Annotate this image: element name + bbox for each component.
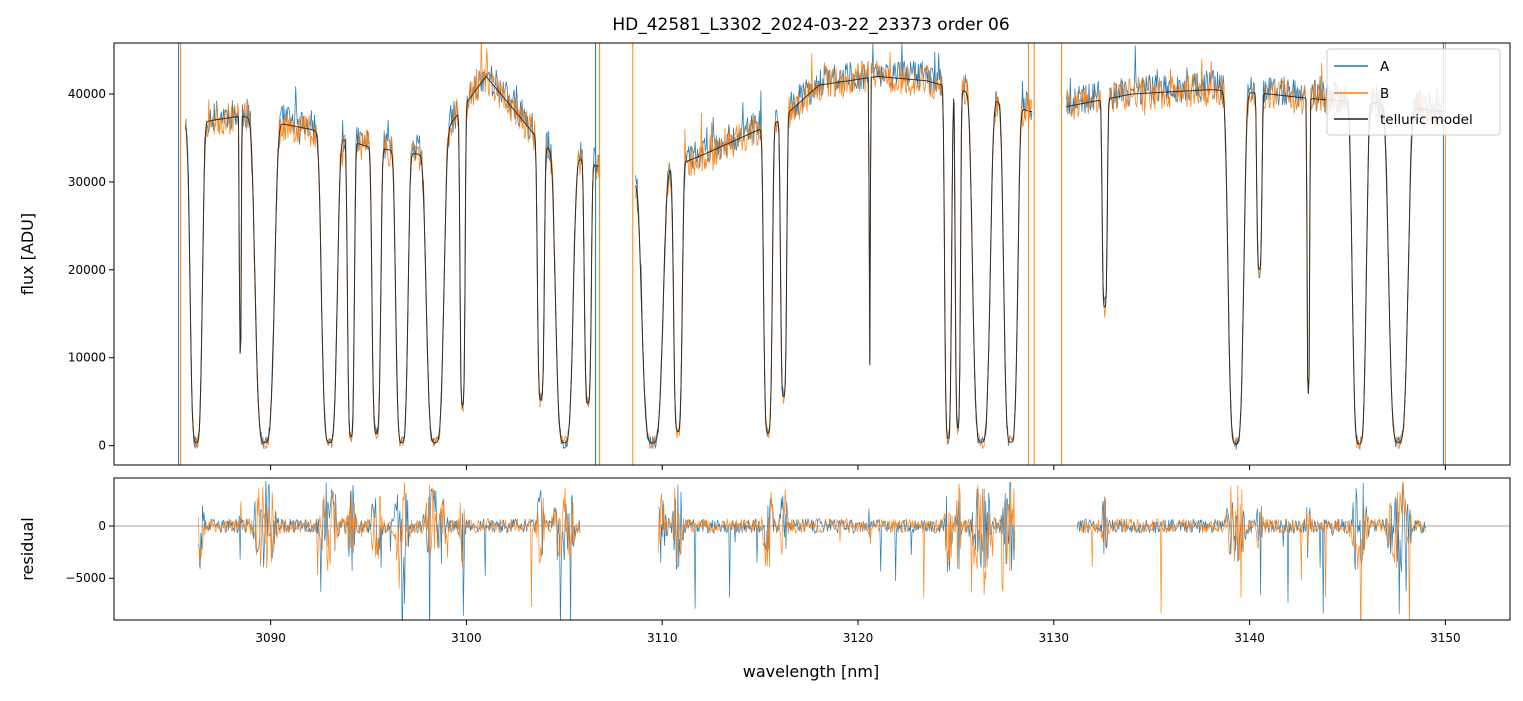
flux-y-axis-label: flux [ADU] <box>18 213 37 295</box>
residual-y-ticks: −5000 0 <box>65 519 114 585</box>
flux-y-ticks: 0 10000 20000 30000 40000 <box>68 87 114 453</box>
flux-y-tick-label-0: 0 <box>98 439 106 453</box>
flux-x-ticks <box>270 465 1446 470</box>
legend-label-b: B <box>1380 86 1389 102</box>
residual-y-tick-label-0: −5000 <box>65 571 106 585</box>
flux-panel: 0 10000 20000 30000 40000 flux [ADU] A B tel… <box>18 42 1511 470</box>
flux-y-tick-label-1: 10000 <box>68 351 106 365</box>
flux-y-tick-label-3: 30000 <box>68 175 106 189</box>
legend-label-telluric: telluric model <box>1380 112 1473 128</box>
chart-legend: A B telluric model <box>1326 48 1501 136</box>
x-tick-label-4: 3130 <box>1039 631 1070 645</box>
residual-panel: −5000 0 3090 3100 3110 3120 3130 3140 3150 resi… <box>18 477 1511 681</box>
x-tick-label-2: 3110 <box>647 631 678 645</box>
flux-panel-frame <box>113 42 1511 466</box>
x-tick-label-6: 3150 <box>1430 631 1461 645</box>
residual-series-b-line <box>198 482 1427 620</box>
flux-y-tick-label-2: 20000 <box>68 263 106 277</box>
legend-label-a: A <box>1380 59 1390 75</box>
residual-x-ticks: 3090 3100 3110 3120 3130 3140 3150 <box>255 620 1461 645</box>
chart-title: HD_42581_L3302_2024-03-22_23373 order 06 <box>612 15 1009 35</box>
residual-panel-frame <box>113 477 1511 621</box>
x-tick-label-5: 3140 <box>1234 631 1265 645</box>
legend-box <box>1326 48 1501 136</box>
residual-y-tick-label-1: 0 <box>98 519 106 533</box>
x-tick-label-1: 3100 <box>451 631 482 645</box>
residual-y-axis-label: residual <box>18 517 37 580</box>
flux-y-tick-label-4: 40000 <box>68 87 106 101</box>
x-tick-label-0: 3090 <box>255 631 286 645</box>
x-axis-label: wavelength [nm] <box>743 662 880 681</box>
residual-plot-area <box>114 480 1510 620</box>
x-tick-label-3: 3120 <box>843 631 874 645</box>
